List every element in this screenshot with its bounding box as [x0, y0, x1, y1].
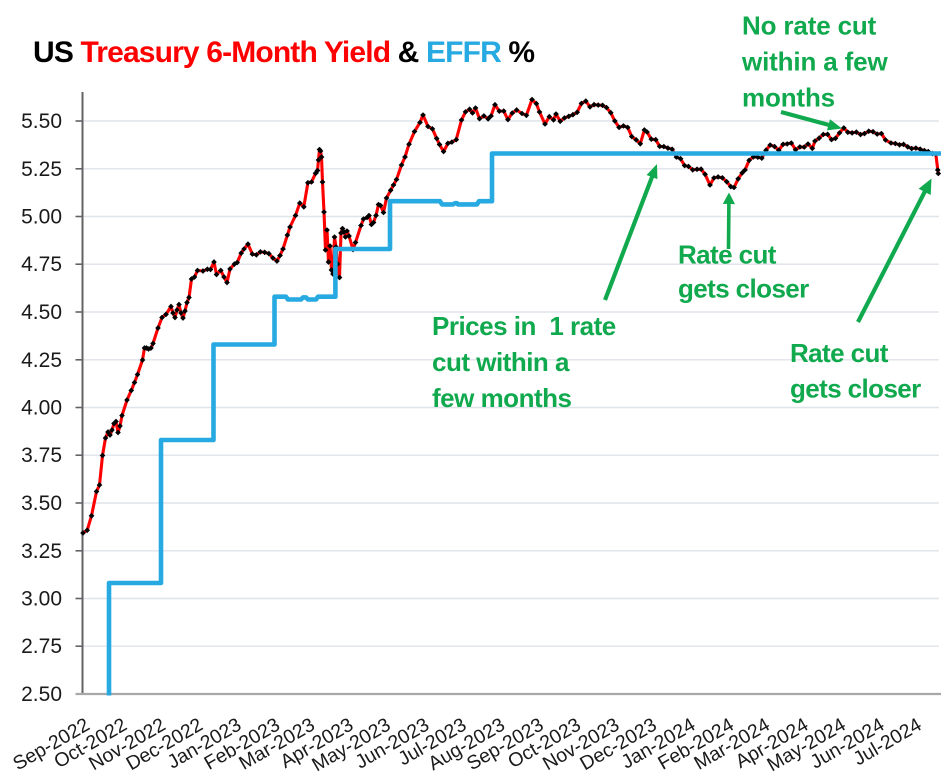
- svg-text:2.50: 2.50: [21, 683, 62, 706]
- svg-text:gets closer: gets closer: [790, 374, 921, 404]
- svg-text:4.00: 4.00: [21, 397, 62, 420]
- svg-text:2.75: 2.75: [21, 635, 62, 658]
- svg-text:4.50: 4.50: [21, 301, 62, 324]
- svg-text:4.25: 4.25: [21, 349, 62, 372]
- svg-text:5.50: 5.50: [21, 110, 62, 133]
- svg-text:No rate cut: No rate cut: [742, 11, 877, 41]
- svg-text:3.25: 3.25: [21, 540, 62, 563]
- svg-text:gets closer: gets closer: [678, 274, 809, 304]
- svg-text:Rate cut: Rate cut: [678, 240, 777, 270]
- svg-text:5.25: 5.25: [21, 158, 62, 181]
- svg-text:3.00: 3.00: [21, 588, 62, 611]
- svg-text:within a few: within a few: [741, 47, 888, 77]
- svg-text:4.75: 4.75: [21, 253, 62, 276]
- svg-text:months: months: [742, 83, 835, 113]
- svg-text:3.50: 3.50: [21, 492, 62, 515]
- svg-text:US Treasury 6-Month Yield & EF: US Treasury 6-Month Yield & EFFR %: [33, 36, 534, 69]
- svg-text:Rate cut: Rate cut: [790, 338, 889, 368]
- svg-text:Prices in 1 rate: Prices in 1 rate: [432, 311, 616, 341]
- svg-text:few months: few months: [432, 383, 571, 413]
- svg-text:5.00: 5.00: [21, 206, 62, 229]
- svg-text:cut within a: cut within a: [432, 347, 570, 377]
- svg-text:3.75: 3.75: [21, 444, 62, 467]
